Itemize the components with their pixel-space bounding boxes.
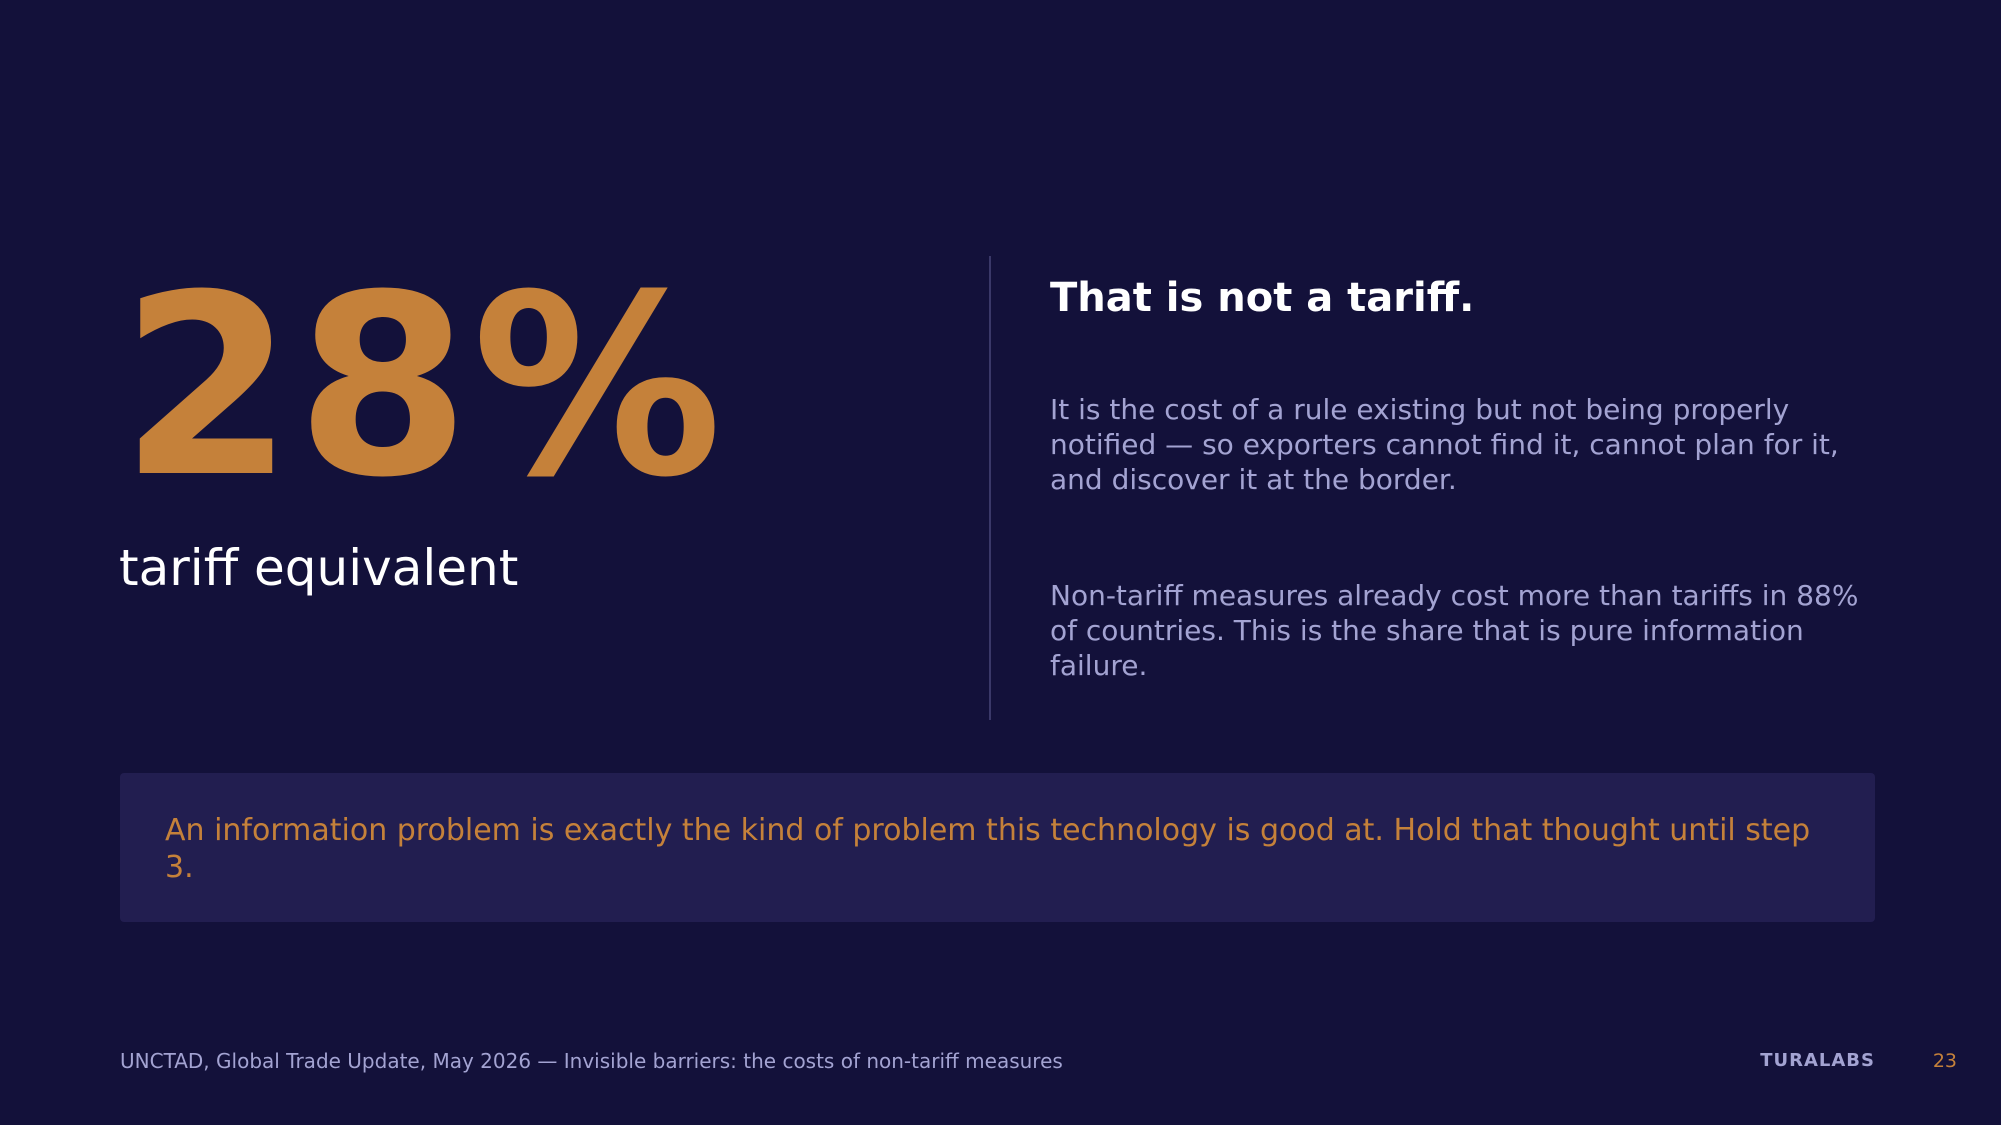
vertical-divider	[989, 256, 991, 720]
stat-label: tariff equivalent	[119, 539, 519, 597]
explanation-column: That is not a tariff. It is the cost of …	[1050, 272, 1890, 682]
footer-source: UNCTAD, Global Trade Update, May 2026 — …	[120, 1049, 1063, 1073]
callout-text: An information problem is exactly the ki…	[165, 813, 1811, 885]
paragraph-ntm-share: Non-tariff measures already cost more th…	[1050, 579, 1859, 682]
footer-brand: TURALABS	[1760, 1050, 1875, 1071]
page-number: 23	[1932, 1050, 1957, 1072]
stat-value: 28%	[120, 241, 725, 532]
paragraph-cost-explanation: It is the cost of a rule existing but no…	[1050, 393, 1839, 496]
callout-box: An information problem is exactly the ki…	[120, 773, 1875, 922]
headline: That is not a tariff.	[1050, 275, 1475, 321]
